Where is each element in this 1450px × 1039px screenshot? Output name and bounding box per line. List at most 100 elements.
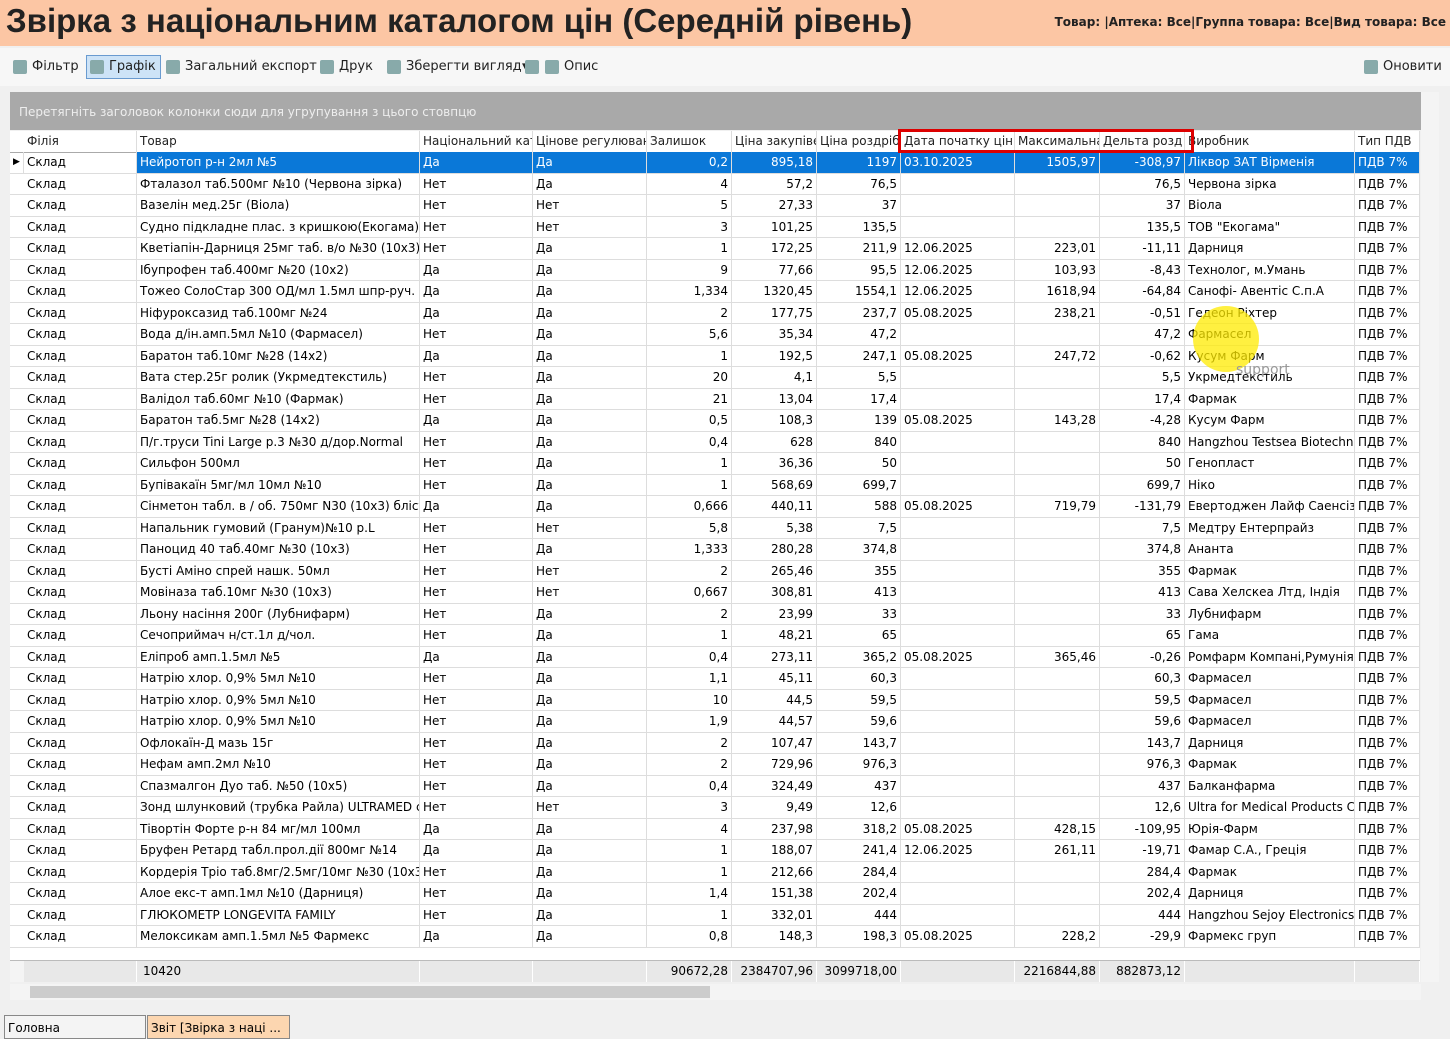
cell[interactable]: Нет (420, 216, 533, 237)
cell[interactable]: Склад (24, 302, 137, 323)
print-button[interactable]: Друк (317, 56, 373, 78)
cell[interactable]: 9 (647, 259, 732, 280)
cell[interactable]: Да (533, 926, 647, 947)
cell[interactable]: Да (420, 496, 533, 517)
cell[interactable]: Склад (24, 431, 137, 452)
cell[interactable]: 76,5 (817, 173, 901, 194)
cell[interactable] (901, 195, 1015, 216)
cell[interactable]: Склад (24, 904, 137, 925)
cell[interactable]: Да (533, 367, 647, 388)
cell[interactable] (1015, 539, 1100, 560)
cell[interactable]: 237,7 (817, 302, 901, 323)
cell[interactable]: 202,4 (817, 883, 901, 904)
filter-button[interactable]: Фільтр (10, 56, 79, 78)
cell[interactable]: 318,2 (817, 818, 901, 839)
cell[interactable] (1015, 173, 1100, 194)
cell[interactable]: -8,43 (1100, 259, 1185, 280)
cell[interactable]: ПДВ 7% (1355, 152, 1420, 173)
cell[interactable] (901, 603, 1015, 624)
cell[interactable]: Натрію хлор. 0,9% 5мл №10 (137, 711, 420, 732)
cell[interactable]: 241,4 (817, 840, 901, 861)
cell[interactable]: 1554,1 (817, 281, 901, 302)
cell[interactable]: 4 (647, 818, 732, 839)
cell[interactable]: Сава Хелскеа Лтд, Індія (1185, 582, 1355, 603)
cell[interactable]: ПДВ 7% (1355, 281, 1420, 302)
cell[interactable]: 2 (647, 560, 732, 581)
cell[interactable]: -29,9 (1100, 926, 1185, 947)
cell[interactable]: 228,2 (1015, 926, 1100, 947)
cell[interactable]: Да (533, 496, 647, 517)
cell[interactable] (1015, 324, 1100, 345)
cell[interactable]: Напальник гумовий (Гранум)№10 р.L (137, 517, 420, 538)
cell[interactable]: Фармак (1185, 388, 1355, 409)
column-header[interactable]: Максимальна (1015, 131, 1100, 152)
cell[interactable]: 1,334 (647, 281, 732, 302)
cell[interactable] (1015, 883, 1100, 904)
cell[interactable] (1015, 797, 1100, 818)
cell[interactable]: Нет (420, 539, 533, 560)
cell[interactable]: Hangzhou Sejoy Electronics (1185, 904, 1355, 925)
cell[interactable]: 440,11 (732, 496, 817, 517)
cell[interactable]: 265,46 (732, 560, 817, 581)
cell[interactable]: ПДВ 7% (1355, 797, 1420, 818)
cell[interactable]: Склад (24, 711, 137, 732)
cell[interactable]: 355 (1100, 560, 1185, 581)
cell[interactable]: Да (533, 431, 647, 452)
cell[interactable]: Бупівакаїн 5мг/мл 10мл №10 (137, 474, 420, 495)
cell[interactable]: 188,07 (732, 840, 817, 861)
cell[interactable]: Нет (420, 668, 533, 689)
cell[interactable]: 5,5 (817, 367, 901, 388)
cell[interactable]: 1 (647, 345, 732, 366)
cell[interactable]: 12.06.2025 (901, 259, 1015, 280)
cell[interactable]: 324,49 (732, 775, 817, 796)
cell[interactable]: 1 (647, 625, 732, 646)
cell[interactable] (901, 711, 1015, 732)
cell[interactable]: 37 (1100, 195, 1185, 216)
cell[interactable]: 05.08.2025 (901, 496, 1015, 517)
cell[interactable]: 284,4 (1100, 861, 1185, 882)
cell[interactable]: 1505,97 (1015, 152, 1100, 173)
cell[interactable]: Склад (24, 797, 137, 818)
cell[interactable]: Фармак (1185, 861, 1355, 882)
cell[interactable]: Натрію хлор. 0,9% 5мл №10 (137, 668, 420, 689)
cell[interactable]: Склад (24, 861, 137, 882)
column-header[interactable]: Виробник (1185, 131, 1355, 152)
cell[interactable]: -308,97 (1100, 152, 1185, 173)
cell[interactable]: Да (533, 818, 647, 839)
cell[interactable]: 107,47 (732, 732, 817, 753)
cell[interactable]: Нет (420, 388, 533, 409)
cell[interactable]: 1,9 (647, 711, 732, 732)
cell[interactable]: ПДВ 7% (1355, 302, 1420, 323)
cell[interactable]: 37 (817, 195, 901, 216)
cell[interactable]: 5,38 (732, 517, 817, 538)
cell[interactable]: Кусум Фарм (1185, 410, 1355, 431)
cell[interactable]: Балканфарма (1185, 775, 1355, 796)
cell[interactable]: Склад (24, 496, 137, 517)
cell[interactable]: Нет (533, 582, 647, 603)
cell[interactable]: Да (533, 668, 647, 689)
export-button[interactable]: Загальний експорт (163, 56, 317, 78)
cell[interactable]: 3 (647, 797, 732, 818)
cell[interactable]: 3 (647, 216, 732, 237)
cell[interactable]: 699,7 (817, 474, 901, 495)
cell[interactable] (901, 560, 1015, 581)
column-header[interactable]: Залишок (647, 131, 732, 152)
cell[interactable]: 374,8 (1100, 539, 1185, 560)
cell[interactable] (901, 797, 1015, 818)
cell[interactable]: Склад (24, 732, 137, 753)
cell[interactable]: ПДВ 7% (1355, 173, 1420, 194)
cell[interactable]: 05.08.2025 (901, 646, 1015, 667)
cell[interactable]: Склад (24, 646, 137, 667)
cell[interactable]: Hangzhou Testsea Biotechnolc (1185, 431, 1355, 452)
cell[interactable]: ПДВ 7% (1355, 732, 1420, 753)
cell[interactable]: 45,11 (732, 668, 817, 689)
cell[interactable] (901, 173, 1015, 194)
cell[interactable]: 1 (647, 840, 732, 861)
cell[interactable]: Нет (533, 560, 647, 581)
cell[interactable]: Офлокаїн-Д мазь 15г (137, 732, 420, 753)
cell[interactable]: 0,4 (647, 775, 732, 796)
cell[interactable]: Ромфарм Компані,Румунія (1185, 646, 1355, 667)
cell[interactable]: 0,4 (647, 646, 732, 667)
cell[interactable]: 20 (647, 367, 732, 388)
cell[interactable]: 976,3 (1100, 754, 1185, 775)
